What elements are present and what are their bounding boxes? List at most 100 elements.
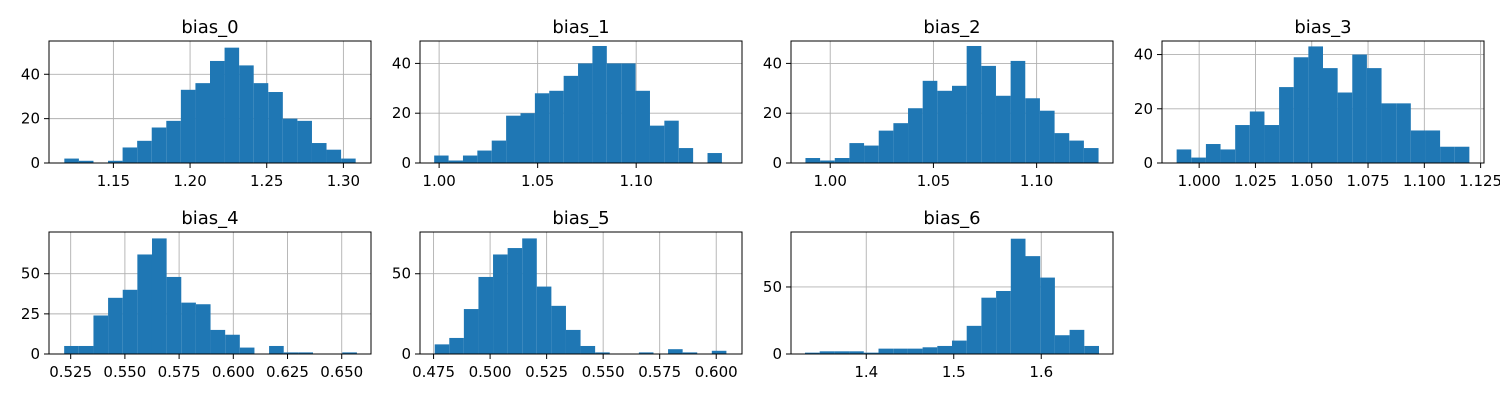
histogram-bar xyxy=(1249,111,1265,163)
histogram-bar xyxy=(1352,54,1367,163)
x-tick-label: 0.650 xyxy=(320,363,363,381)
histogram-bar xyxy=(1220,149,1236,163)
y-tick-label: 40 xyxy=(1134,46,1153,64)
histogram-bar xyxy=(1396,103,1411,163)
histogram-bar xyxy=(664,120,679,163)
histogram-bar xyxy=(1381,103,1397,163)
histogram-bar xyxy=(522,238,537,354)
histogram-bar xyxy=(181,302,196,354)
histogram-bar xyxy=(707,153,722,163)
histogram-bar xyxy=(1025,256,1041,354)
histogram-bar xyxy=(224,47,240,164)
panel-bias-1: 1.00 1.05 1.10 0 20 40 bias_1 xyxy=(392,17,743,190)
histogram-bar xyxy=(1323,68,1338,163)
x-tick-label: 1.6 xyxy=(1029,363,1053,381)
histogram-bar xyxy=(195,83,210,163)
x-tick-label: 1.5 xyxy=(942,363,966,381)
x-tick-label: 1.00 xyxy=(422,172,455,190)
x-tick-label: 1.25 xyxy=(250,172,283,190)
histogram-bar xyxy=(966,325,982,354)
y-tick-label: 0 xyxy=(772,345,782,363)
panel-bias-0: 1.15 1.20 1.25 1.30 0 20 40 bias_0 xyxy=(21,17,372,190)
x-tick-label: 1.000 xyxy=(1178,172,1221,190)
histogram-bar xyxy=(678,148,694,163)
histogram-bar xyxy=(1308,46,1323,163)
histogram-bar xyxy=(122,147,138,163)
y-tick-label: 0 xyxy=(30,345,40,363)
y-tick-label: 0 xyxy=(30,154,40,172)
axes-frame xyxy=(48,231,372,355)
histogram-bar xyxy=(239,65,254,163)
axes-frame xyxy=(790,231,1114,355)
x-tick-label: 1.15 xyxy=(97,172,130,190)
histogram-bar xyxy=(1191,157,1206,163)
x-tick-label: 0.550 xyxy=(103,363,146,381)
x-tick-label: 0.550 xyxy=(582,363,625,381)
histogram-bar xyxy=(981,297,997,354)
histogram-bar xyxy=(64,158,79,163)
axes-frame xyxy=(419,231,743,355)
panel-bias-6: 1.4 1.5 1.6 0 50 bias_6 xyxy=(763,208,1114,381)
histogram-bar xyxy=(297,120,312,163)
histogram-bar xyxy=(711,350,727,354)
histogram-bar xyxy=(638,352,654,354)
histogram-bar xyxy=(1366,68,1382,163)
y-tick-label: 40 xyxy=(21,65,40,83)
histogram-bar xyxy=(534,93,550,163)
y-tick-label: 50 xyxy=(392,265,411,283)
histogram-bar xyxy=(1069,329,1085,354)
histogram-bar xyxy=(1040,277,1055,354)
histogram-bar xyxy=(78,345,94,354)
histogram-bar xyxy=(434,344,450,354)
histogram-bar xyxy=(621,63,636,163)
histogram-bar xyxy=(520,113,535,163)
histogram-bar xyxy=(298,352,313,354)
histogram-bar xyxy=(834,158,850,163)
x-tick-label: 1.05 xyxy=(521,172,554,190)
x-tick-label: 1.050 xyxy=(1290,172,1333,190)
histogram-bar xyxy=(1205,144,1221,163)
x-tick-label: 0.600 xyxy=(212,363,255,381)
histogram-bar xyxy=(1337,92,1353,163)
histogram-bar xyxy=(78,160,94,163)
histogram-bar xyxy=(981,65,996,163)
x-tick-label: 0.475 xyxy=(412,363,455,381)
y-tick-label: 0 xyxy=(401,154,411,172)
histogram-bar xyxy=(592,45,607,163)
histogram-bar xyxy=(668,349,683,354)
histogram-bar xyxy=(1010,238,1026,354)
histogram-bar xyxy=(166,120,181,163)
y-tick-label: 40 xyxy=(392,54,411,72)
histogram-bar xyxy=(449,337,464,354)
histogram-bar xyxy=(1083,148,1099,163)
histogram-bar xyxy=(311,143,327,163)
histogram-bar xyxy=(108,297,123,354)
histogram-bar xyxy=(195,304,211,354)
histogram-bar xyxy=(507,248,523,354)
x-tick-label: 0.525 xyxy=(525,363,568,381)
histogram-bar xyxy=(253,83,269,163)
histogram-bar xyxy=(849,143,865,163)
panel-title: bias_1 xyxy=(552,17,609,38)
histogram-bar xyxy=(922,347,938,354)
histogram-bar xyxy=(166,276,182,354)
histogram-bar xyxy=(996,290,1011,354)
x-tick-label: 1.10 xyxy=(619,172,652,190)
x-tick-label: 1.10 xyxy=(1020,172,1053,190)
y-tick-label: 20 xyxy=(392,104,411,122)
panel-bias-2: 1.00 1.05 1.10 0 20 40 bias_2 xyxy=(763,17,1114,190)
histogram-bar xyxy=(64,345,79,354)
histogram-bar xyxy=(122,289,138,354)
histogram-bar xyxy=(493,254,508,354)
histogram-bar xyxy=(893,123,909,163)
histogram-bar xyxy=(1069,140,1084,163)
histogram-bar xyxy=(834,351,850,354)
histogram-bar xyxy=(1264,125,1280,163)
histogram-bar xyxy=(922,80,938,163)
histogram-bar xyxy=(1440,146,1455,163)
histogram-bar xyxy=(341,158,356,163)
x-tick-label: 1.125 xyxy=(1459,172,1500,190)
histogram-bar xyxy=(282,118,298,163)
axes-frame xyxy=(1161,40,1485,164)
